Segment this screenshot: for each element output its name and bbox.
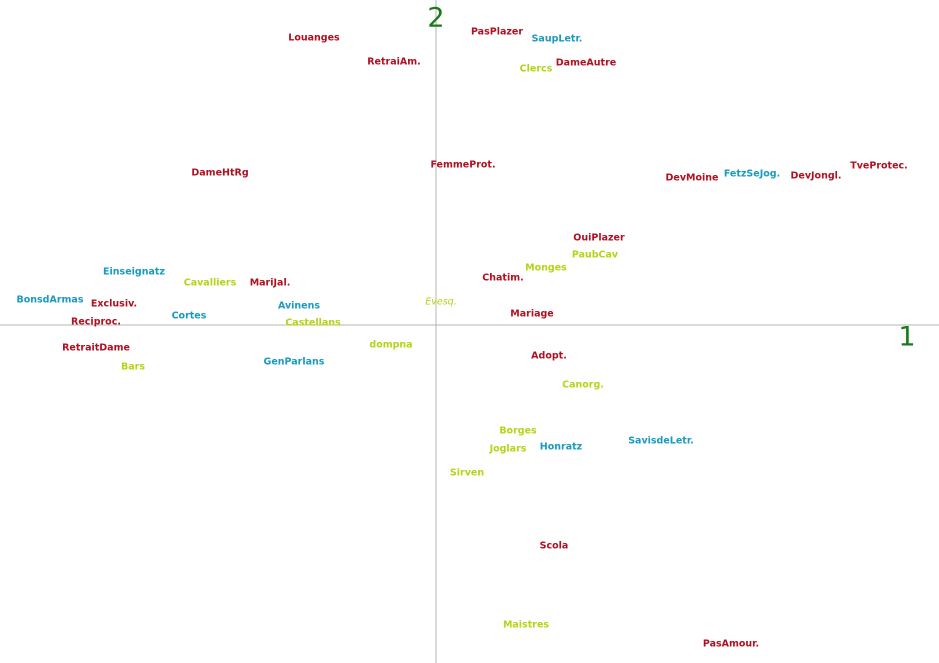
point-label: Castellans	[285, 318, 341, 329]
point-label: PasAmour.	[703, 639, 759, 650]
point-label: Einseignatz	[103, 267, 165, 278]
point-label: Reciproc.	[71, 317, 121, 328]
point-label: OuiPlazer	[573, 233, 625, 244]
point-label: Bars	[121, 362, 145, 373]
point-label: Clercs	[520, 64, 553, 75]
point-label: Canorg.	[562, 380, 604, 391]
point-label: Honratz	[540, 442, 583, 453]
point-label: GenParlans	[264, 357, 325, 368]
point-label: Adopt.	[531, 351, 567, 362]
point-label: DameHtRg	[191, 168, 248, 179]
point-label: Evesq.	[425, 297, 456, 308]
point-label: SavisdeLetr.	[628, 436, 694, 447]
point-label: Scola	[540, 541, 569, 552]
point-label: PaubCav	[572, 250, 619, 261]
point-label: Chatim.	[482, 273, 523, 284]
point-label: Sirven	[450, 468, 484, 479]
point-label: PasPlazer	[471, 27, 523, 38]
point-labels-layer: Louanges PasPlazer SaupLetr. RetraiAm. Clerc…	[17, 27, 908, 650]
point-label: Cortes	[172, 311, 207, 322]
axis-2-label: 2	[427, 3, 444, 34]
point-label: Mariage	[510, 309, 553, 320]
point-label: Monges	[525, 263, 567, 274]
point-label: Avinens	[278, 301, 320, 312]
point-label: SaupLetr.	[532, 34, 583, 45]
point-label: dompna	[369, 340, 412, 351]
point-label: RetraiAm.	[367, 57, 421, 68]
point-label: Borges	[499, 426, 537, 437]
point-label: RetraitDame	[62, 343, 130, 354]
point-label: DameAutre	[556, 58, 616, 69]
point-label: BonsdArmas	[17, 295, 84, 306]
point-label: Exclusiv.	[91, 299, 137, 310]
point-label: FemmeProt.	[430, 160, 495, 171]
point-label: Joglars	[489, 444, 527, 455]
point-label: Louanges	[288, 33, 340, 44]
point-label: FetzSeJog.	[724, 169, 780, 180]
point-label: TveProtec.	[850, 161, 908, 172]
point-label: DevMoine	[666, 173, 719, 184]
point-label: Cavalliers	[184, 278, 237, 289]
axis-1-label: 1	[898, 322, 915, 353]
point-label: MariJal.	[250, 278, 291, 289]
point-label: Maistres	[503, 620, 549, 631]
point-label: DevJongl.	[790, 171, 841, 182]
